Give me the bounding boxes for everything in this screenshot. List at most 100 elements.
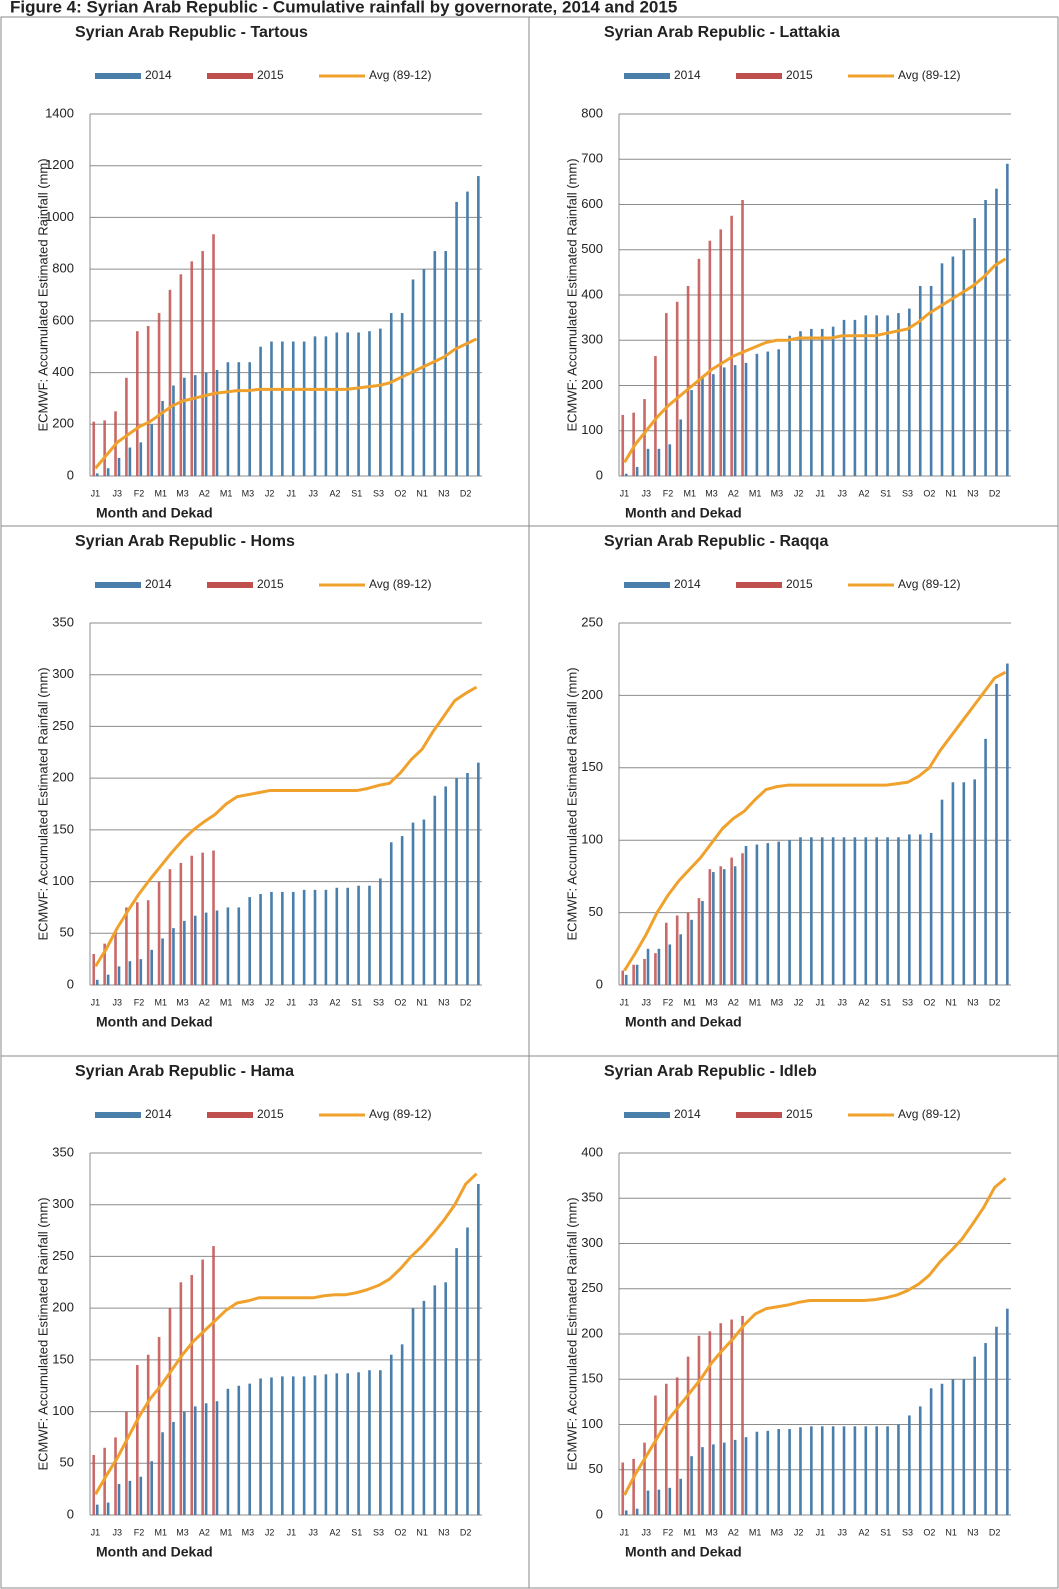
bar xyxy=(712,1444,715,1515)
bar xyxy=(212,850,215,985)
x-tick-label: F2 xyxy=(663,997,674,1007)
x-tick-label: O2 xyxy=(923,488,935,498)
bar xyxy=(346,332,349,476)
bar xyxy=(193,375,197,476)
bar xyxy=(995,188,998,476)
bar xyxy=(741,199,744,476)
x-tick-label: J3 xyxy=(308,1527,318,1537)
bar xyxy=(690,1456,693,1515)
bar xyxy=(146,900,150,985)
bar xyxy=(226,907,230,985)
y-axis-label: ECMWF: Accumulated Estimated Rainfall (m… xyxy=(35,158,50,431)
x-tick-label: A2 xyxy=(858,488,869,498)
bar xyxy=(161,1432,164,1515)
bar xyxy=(183,377,186,476)
bar xyxy=(708,240,712,476)
bar xyxy=(842,319,846,476)
bar xyxy=(444,251,447,476)
bar xyxy=(766,843,770,985)
x-tick-label: J1 xyxy=(620,488,630,498)
legend-label: 2014 xyxy=(145,1107,172,1121)
y-tick-label: 200 xyxy=(52,416,74,431)
bar xyxy=(875,837,878,985)
bar xyxy=(259,893,262,985)
bar xyxy=(733,365,737,476)
x-tick-label: S1 xyxy=(351,488,362,498)
bar xyxy=(886,837,889,985)
bar xyxy=(708,1331,712,1515)
bar xyxy=(400,836,404,985)
chart-panel: Syrian Arab Republic - Homs 2014 2015 Avg (… xyxy=(35,533,482,1030)
legend-label: Avg (89-12) xyxy=(898,1107,960,1121)
legend-label: 2015 xyxy=(786,68,813,82)
bar xyxy=(444,786,447,985)
bar xyxy=(477,176,480,477)
y-tick-label: 250 xyxy=(52,718,74,733)
x-tick-label: M3 xyxy=(176,488,189,498)
x-tick-label: M3 xyxy=(771,997,784,1007)
bar xyxy=(168,1308,172,1515)
x-tick-label: D2 xyxy=(989,1527,1001,1537)
bar xyxy=(984,1343,987,1515)
x-tick-label: N3 xyxy=(438,997,450,1007)
bar xyxy=(201,852,204,985)
bar xyxy=(643,399,646,476)
x-tick-label: A2 xyxy=(199,1527,210,1537)
bar xyxy=(842,837,846,985)
bar xyxy=(335,332,339,476)
x-tick-label: J3 xyxy=(308,488,318,498)
bar xyxy=(139,1476,143,1515)
y-tick-label: 200 xyxy=(52,770,74,785)
bar xyxy=(128,1480,132,1515)
y-tick-label: 0 xyxy=(67,467,74,482)
x-tick-label: N1 xyxy=(945,1527,957,1537)
x-tick-label: J3 xyxy=(641,488,651,498)
chart-title: Syrian Arab Republic - Tartous xyxy=(75,24,308,41)
bar xyxy=(368,1370,371,1515)
bar xyxy=(466,191,469,477)
bar xyxy=(422,819,426,985)
y-tick-label: 0 xyxy=(67,1506,74,1521)
bar xyxy=(875,315,878,476)
bar xyxy=(995,1326,998,1515)
bar xyxy=(389,1354,393,1515)
y-tick-label: 250 xyxy=(52,1248,74,1263)
bar xyxy=(146,1354,150,1515)
x-tick-label: O2 xyxy=(394,488,406,498)
x-tick-label: M3 xyxy=(176,1527,189,1537)
x-tick-label: J2 xyxy=(794,1527,804,1537)
bar xyxy=(755,844,759,985)
x-tick-label: D2 xyxy=(460,1527,472,1537)
bar xyxy=(455,778,458,985)
bar xyxy=(897,1424,900,1515)
bar xyxy=(114,1437,117,1515)
bar xyxy=(624,473,628,476)
bar xyxy=(918,834,922,985)
bar xyxy=(788,1429,791,1515)
bar xyxy=(929,1388,933,1515)
bar xyxy=(400,1344,404,1515)
bar xyxy=(643,1442,646,1515)
bar xyxy=(270,1377,273,1515)
x-tick-label: J3 xyxy=(112,488,122,498)
bar xyxy=(621,1462,625,1515)
bar xyxy=(172,928,175,985)
bar xyxy=(125,907,128,985)
bar xyxy=(157,881,161,985)
bar xyxy=(820,837,824,985)
bar xyxy=(270,341,273,476)
x-tick-label: M3 xyxy=(242,1527,255,1537)
bar xyxy=(172,385,175,476)
bar xyxy=(302,341,306,476)
bar xyxy=(766,1430,770,1515)
y-tick-label: 0 xyxy=(596,976,603,991)
bar xyxy=(886,1426,889,1515)
x-tick-label: S3 xyxy=(902,488,913,498)
bar xyxy=(346,887,349,985)
y-tick-label: 300 xyxy=(52,1196,74,1211)
bar xyxy=(128,447,132,476)
bar xyxy=(379,328,382,476)
bar xyxy=(368,331,371,476)
bar xyxy=(646,948,650,985)
bar xyxy=(675,1377,679,1515)
